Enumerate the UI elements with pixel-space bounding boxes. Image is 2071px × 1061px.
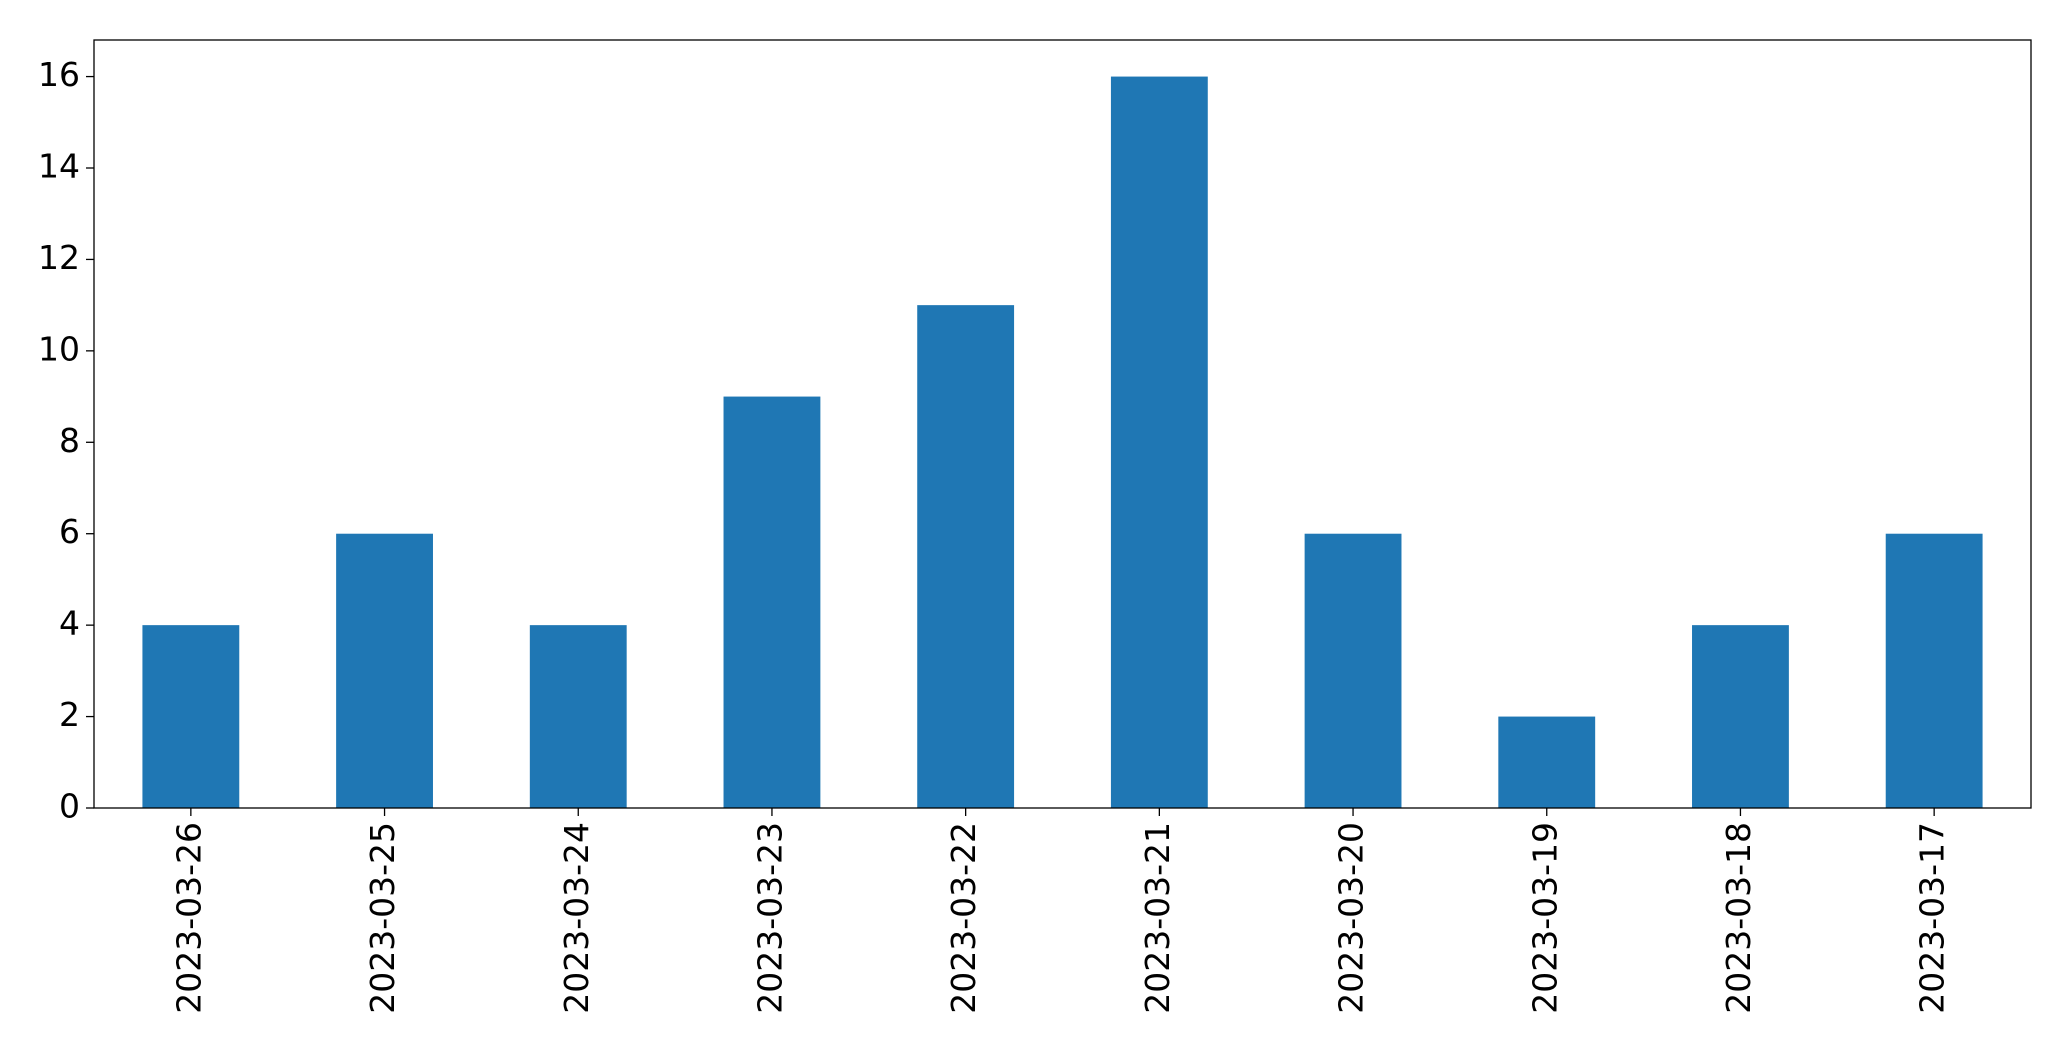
bar (1304, 533, 1402, 808)
y-tick-label: 4 (59, 604, 80, 643)
bar (1110, 76, 1208, 809)
bar (1692, 625, 1789, 808)
y-tick-label: 10 (38, 329, 80, 368)
x-tick-label: 2023-03-24 (557, 822, 596, 1014)
y-tick-label: 12 (38, 238, 80, 277)
y-tick-label: 14 (38, 147, 80, 186)
x-tick-label: 2023-03-25 (363, 822, 402, 1014)
x-tick-label: 2023-03-22 (944, 822, 983, 1014)
bar (1885, 533, 1983, 808)
y-tick-label: 8 (59, 421, 80, 460)
x-tick-label: 2023-03-17 (1913, 822, 1952, 1014)
bar (529, 625, 627, 808)
x-tick-label: 2023-03-20 (1332, 822, 1371, 1014)
plot-frame (93, 39, 2032, 809)
bar (1498, 716, 1596, 808)
bar (336, 533, 433, 808)
x-tick-label: 2023-03-18 (1719, 822, 1758, 1014)
y-tick-label: 16 (38, 55, 80, 94)
y-tick-label: 2 (59, 695, 80, 734)
bar (723, 396, 821, 808)
x-tick-label: 2023-03-26 (169, 822, 208, 1014)
bar (917, 305, 1015, 808)
x-tick-label: 2023-03-23 (750, 822, 789, 1014)
bar (142, 625, 240, 808)
y-tick-label: 6 (59, 512, 80, 551)
x-tick-label: 2023-03-19 (1525, 822, 1564, 1014)
x-tick-label: 2023-03-21 (1138, 822, 1177, 1014)
y-tick-label: 0 (59, 787, 80, 826)
